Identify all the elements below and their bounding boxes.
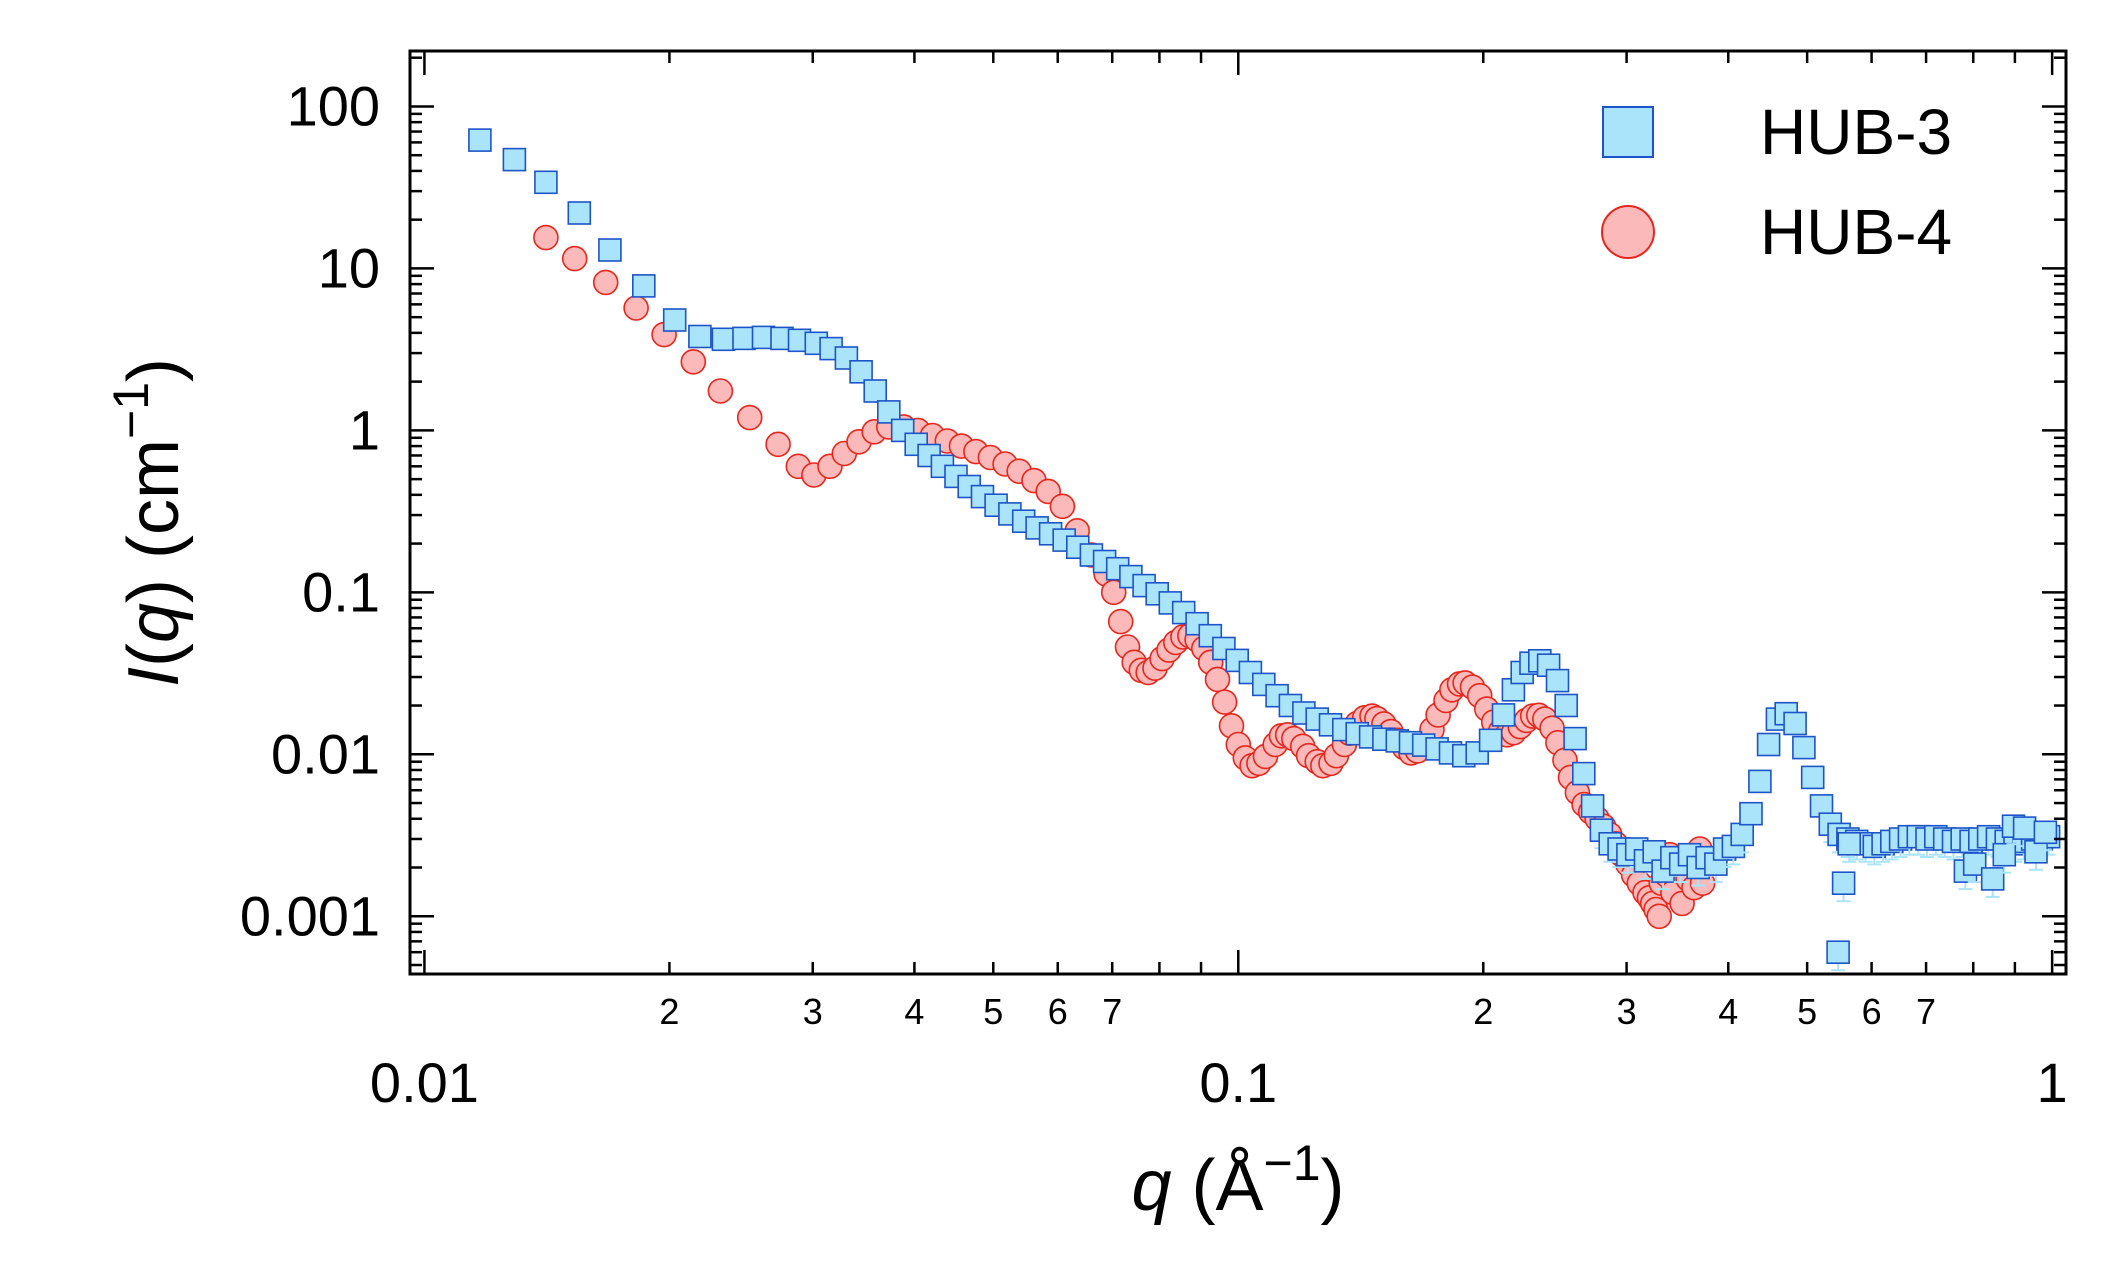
hub3-point: [1831, 871, 1856, 896]
hub4-point: [533, 224, 559, 251]
hub3-point: [1826, 940, 1850, 965]
x-minor-tick-label: 6: [1048, 991, 1068, 1032]
y-axis-title: I(q) (cm−1): [103, 358, 194, 687]
x-major-tick-label: 0.1: [1199, 1051, 1277, 1114]
hub3-point: [662, 308, 687, 332]
hub3-point: [1800, 765, 1825, 790]
x-major-tick-label: 1: [2037, 1051, 2068, 1114]
hub4-point: [1049, 493, 1076, 520]
hub3-point: [631, 274, 656, 298]
legend: HUB-3 HUB-4: [1601, 96, 1952, 268]
hub3-point: [2033, 820, 2058, 845]
hub3-point: [1739, 801, 1763, 826]
x-minor-tick-label: 5: [1797, 991, 1817, 1032]
x-axis-title: q (Å−1): [1131, 1135, 1344, 1226]
hub3-point: [534, 170, 558, 195]
y-major-tick-label: 10: [318, 236, 380, 299]
hub3-point: [1837, 831, 1861, 856]
hub3-point: [1748, 769, 1772, 794]
x-axis-title-unit: (Å: [1172, 1146, 1264, 1226]
y-major-tick-label: 100: [287, 74, 380, 137]
y-axis-title-unit: (cm: [114, 439, 194, 579]
series-layer: [468, 128, 2061, 972]
x-major-tick-label: 0.01: [370, 1051, 479, 1114]
x-minor-tick-label: 7: [1916, 991, 1936, 1032]
hub3-point: [1992, 842, 2017, 867]
x-axis-title-var: q: [1131, 1146, 1171, 1226]
hub3-point: [502, 147, 527, 172]
hub3-point: [1580, 794, 1605, 818]
hub3-point: [863, 379, 888, 403]
x-minor-tick-label: 4: [904, 991, 924, 1032]
hub3-point: [1478, 728, 1503, 753]
hub4-point: [680, 348, 707, 375]
hub4-point: [736, 404, 763, 431]
hub3-point: [711, 327, 736, 352]
y-major-tick-label: 0.1: [302, 560, 380, 623]
x-minor-tick-label: 5: [983, 991, 1003, 1032]
hub3-point: [688, 324, 712, 349]
series-hub-3: [468, 128, 2061, 972]
hub4-point: [623, 295, 649, 321]
x-minor-tick-label: 7: [1102, 991, 1122, 1032]
hub4-point: [765, 431, 791, 458]
y-major-tick-label: 0.001: [240, 884, 380, 947]
x-minor-tick-label: 3: [1617, 991, 1637, 1032]
hub3-point: [1563, 726, 1587, 751]
hub4-point: [707, 378, 734, 404]
y-axis-title-arg: q: [114, 603, 194, 643]
legend-marker-circle: [1601, 205, 1655, 259]
hub3-point: [598, 238, 622, 262]
x-minor-tick-label: 2: [659, 991, 679, 1032]
hub3-point: [1491, 703, 1516, 727]
y-major-tick-label: 0.01: [271, 722, 380, 785]
hub3-point: [567, 201, 592, 225]
y-axis-title-exp: −1: [103, 382, 159, 439]
x-axis-title-exp: −1: [1264, 1135, 1321, 1191]
y-axis-title-paren-close: ): [114, 579, 194, 603]
hub3-point: [1545, 668, 1570, 693]
hub4-point: [561, 245, 588, 272]
legend-item-hub-4: HUB-4: [1601, 196, 1952, 268]
y-axis-title-var: I: [114, 667, 194, 687]
hub4-point: [592, 269, 619, 296]
y-axis-title-paren-open: (: [114, 643, 194, 667]
hub3-point: [1756, 732, 1781, 757]
hub4-point: [1204, 666, 1231, 693]
legend-marker-square: [1602, 106, 1654, 158]
x-axis-title-close: ): [1321, 1146, 1345, 1226]
legend-item-hub-3: HUB-3: [1602, 96, 1952, 168]
x-minor-tick-label: 2: [1473, 991, 1493, 1032]
hub4-point: [1107, 608, 1134, 635]
x-minor-tick-label: 3: [803, 991, 823, 1032]
hub3-point: [1554, 693, 1578, 718]
x-minor-tick-label: 4: [1718, 991, 1738, 1032]
hub4-point: [1646, 903, 1672, 930]
legend-label: HUB-4: [1760, 196, 1952, 268]
hub3-point: [1792, 735, 1816, 760]
x-minor-tick-label: 6: [1862, 991, 1882, 1032]
hub4-point: [1211, 689, 1238, 715]
hub3-point: [1962, 852, 1987, 876]
hub3-point: [876, 400, 901, 424]
hub3-point: [2012, 816, 2037, 840]
legend-label: HUB-3: [1760, 96, 1952, 168]
y-major-tick-label: 1: [349, 398, 380, 461]
hub3-point: [1980, 867, 2005, 891]
hub3-point: [1783, 711, 1807, 736]
hub3-point: [468, 128, 492, 152]
hub3-point: [1730, 822, 1754, 847]
hub3-point: [849, 359, 873, 384]
y-axis-title-close: ): [114, 358, 194, 382]
hub3-point: [1572, 761, 1596, 786]
